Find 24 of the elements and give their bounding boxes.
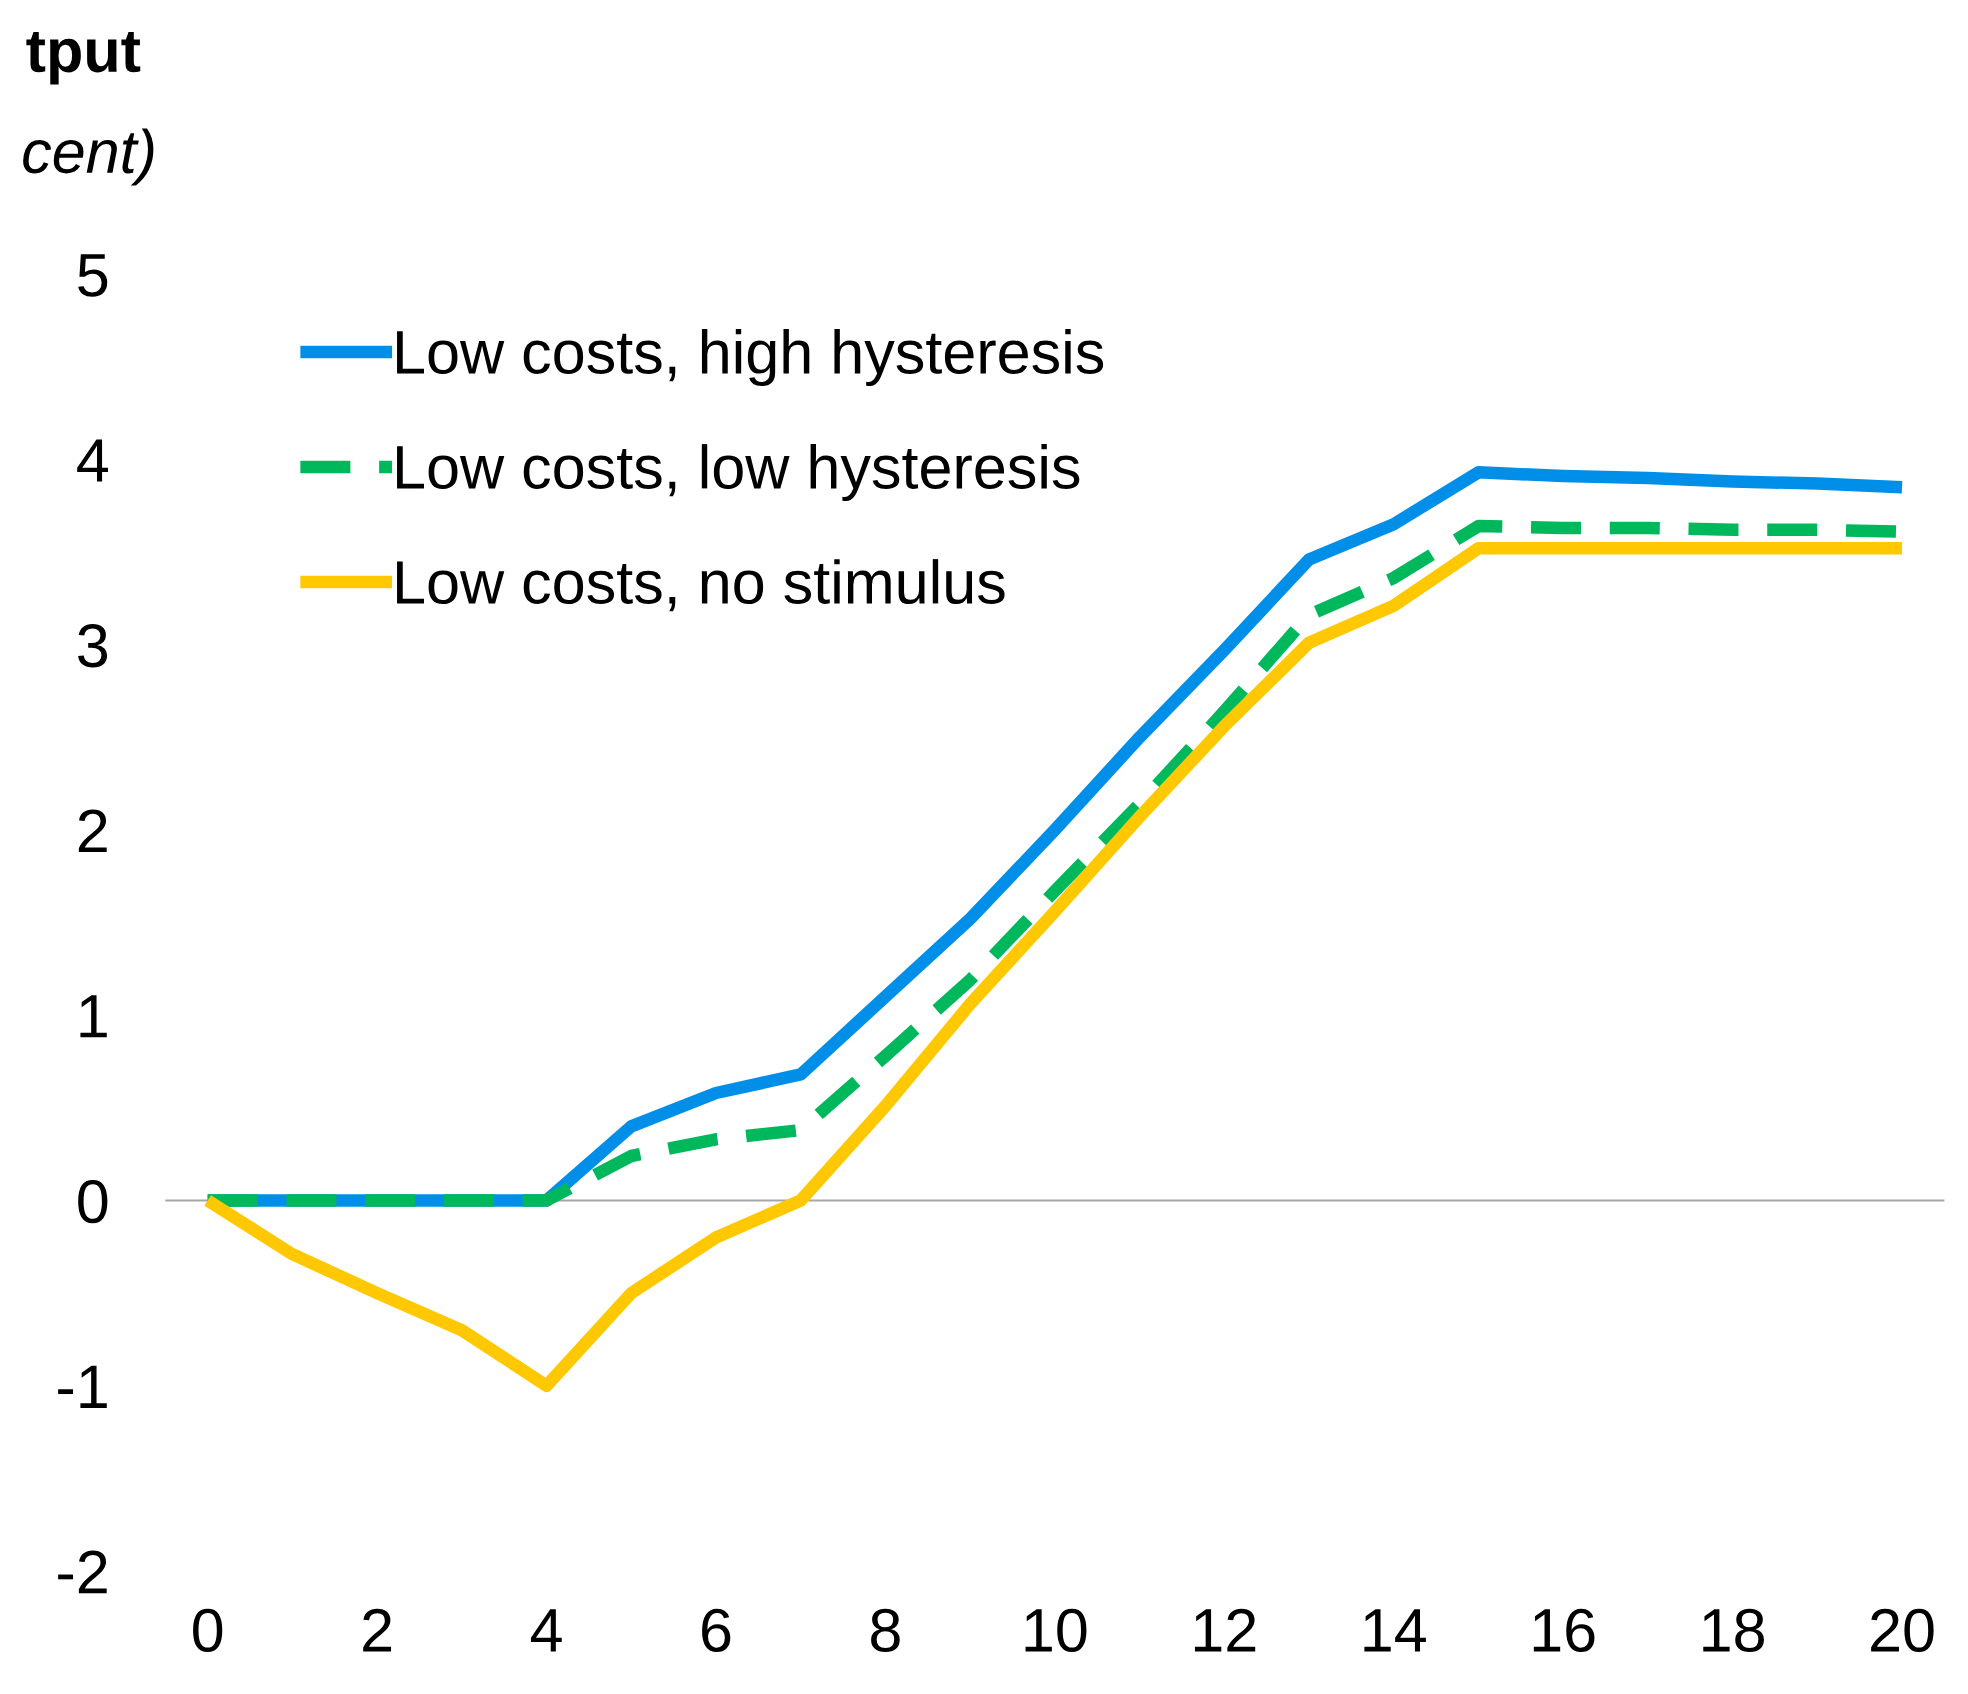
- chart-title: tput: [26, 31, 141, 85]
- y-tick-label: 1: [80, 995, 107, 1038]
- y-tick-label: 5: [78, 254, 108, 297]
- x-tick-label: 8: [871, 1608, 900, 1653]
- x-tick-label: 14: [1364, 1609, 1426, 1652]
- y-tick-label: -1: [58, 1365, 107, 1408]
- x-tick-label: 20: [1871, 1608, 1934, 1653]
- x-tick-label: 12: [1194, 1608, 1256, 1652]
- legend-label: Low costs, no stimulus: [397, 559, 1005, 612]
- legend-label: Low costs, low hysteresis: [397, 444, 1080, 502]
- x-tick-label: 0: [193, 1608, 223, 1653]
- x-tick-label: 16: [1533, 1608, 1595, 1653]
- x-tick-label: 6: [702, 1608, 731, 1653]
- y-tick-label: 3: [78, 624, 108, 668]
- y-tick-label: 4: [77, 439, 108, 482]
- y-tick-label: -2: [58, 1550, 107, 1594]
- x-tick-label: 10: [1025, 1608, 1087, 1653]
- y-tick-label: 2: [78, 809, 107, 853]
- chart-subtitle: cent): [23, 128, 154, 186]
- x-tick-label: 18: [1703, 1608, 1764, 1653]
- y-tick-label: 0: [78, 1179, 108, 1224]
- legend-label: Low costs, high hysteresis: [397, 329, 1104, 387]
- x-tick-label: 2: [363, 1608, 392, 1652]
- x-tick-label: 4: [530, 1609, 562, 1652]
